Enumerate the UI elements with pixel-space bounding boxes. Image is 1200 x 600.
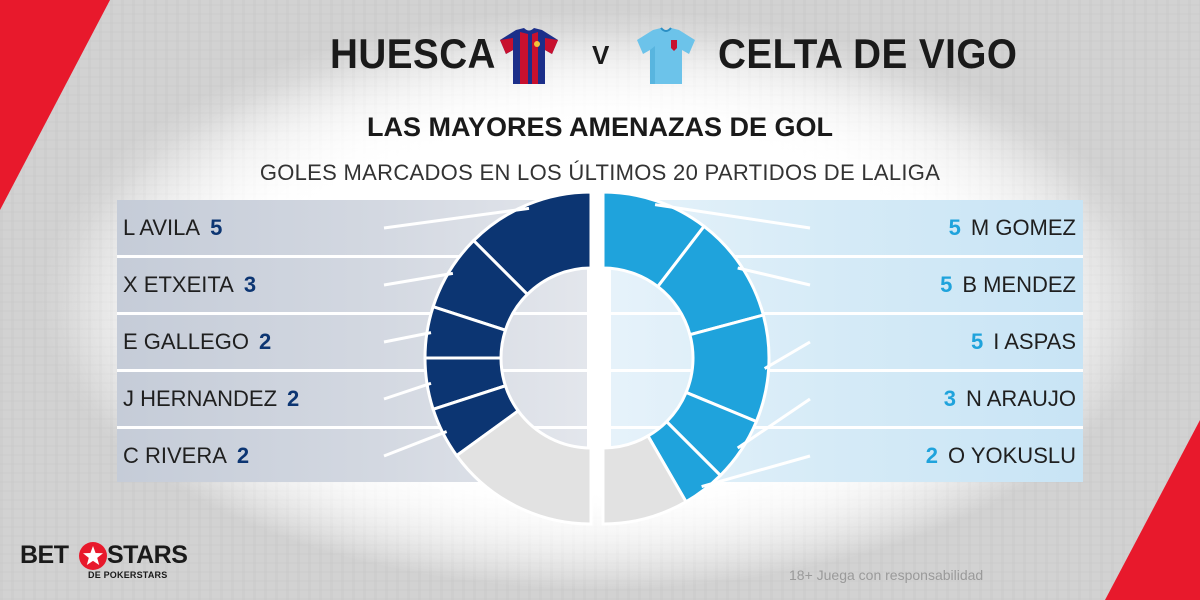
away-scorer-row: 5 M GOMEZ — [949, 214, 1076, 242]
away-scorer-name: O YOKUSLU — [948, 443, 1076, 468]
away-donut-remainder — [601, 433, 689, 526]
chart-title: LAS MAYORES AMENAZAS DE GOL — [366, 112, 834, 142]
home-leader-line — [383, 206, 530, 230]
away-scorer-row: 5 I ASPAS — [971, 328, 1076, 356]
away-leader-line — [736, 397, 811, 450]
home-scorer-name: J HERNANDEZ — [123, 386, 278, 411]
celta-shirt-icon — [637, 27, 695, 84]
away-scorer-name: M GOMEZ — [970, 215, 1076, 240]
red-corner-top-left — [0, 0, 110, 210]
home-scorer-row: C RIVERA 2 — [123, 442, 249, 470]
home-scorer-row: J HERNANDEZ 2 — [123, 385, 299, 413]
away-scorer-goals: 3 — [943, 386, 956, 411]
row-separator — [611, 312, 1083, 315]
row-separator — [117, 312, 587, 315]
row-separator — [611, 255, 1083, 258]
row-separator — [117, 369, 587, 372]
betstars-logo: BET STARS DE POKERSTARS — [20, 541, 210, 589]
home-scorer-goals: 5 — [210, 215, 223, 240]
away-scorer-row: 3 N ARAUJO — [944, 385, 1076, 413]
logo-subtitle: DE POKERSTARS — [88, 570, 168, 580]
responsible-gaming-disclaimer: 18+ Juega con responsabilidad — [789, 567, 984, 583]
away-team-name: CELTA DE VIGO — [718, 30, 1018, 77]
logo-stars-text: STARS — [107, 541, 188, 569]
away-leader-line — [701, 454, 811, 488]
home-leader-line — [383, 331, 432, 344]
home-scorer-goals: 2 — [258, 329, 272, 354]
star-icon — [79, 542, 107, 570]
home-donut-remainder — [454, 408, 593, 526]
away-scorer-name: I ASPAS — [993, 329, 1076, 354]
away-scorer-goals: 5 — [971, 329, 984, 354]
away-leader-line — [763, 340, 811, 370]
away-scorer-name: N ARAUJO — [965, 386, 1076, 411]
away-scorer-goals: 5 — [948, 215, 961, 240]
chart-subtitle: GOLES MARCADOS EN LOS ÚLTIMOS 20 PARTIDO… — [259, 160, 941, 185]
home-scorer-row: L AVILA 5 — [123, 214, 222, 242]
away-scorer-goals: 5 — [940, 272, 953, 297]
away-scorer-row: 2 O YOKUSLU — [926, 442, 1076, 470]
home-scorer-name: L AVILA — [123, 215, 201, 240]
away-scorer-row: 5 B MENDEZ — [940, 271, 1076, 299]
home-scorer-row: E GALLEGO 2 — [123, 328, 271, 356]
home-scorer-goals: 3 — [243, 272, 257, 297]
away-scorer-goals: 2 — [925, 443, 939, 468]
row-separator — [117, 255, 587, 258]
home-leader-line — [383, 430, 448, 458]
home-scorer-name: E GALLEGO — [123, 329, 249, 354]
home-scorer-name: C RIVERA — [123, 443, 227, 468]
home-scorer-goals: 2 — [287, 386, 300, 411]
versus-label: V — [592, 40, 610, 70]
row-separator — [611, 369, 1083, 372]
away-leader-line — [737, 266, 811, 287]
row-separator — [611, 426, 1083, 429]
huesca-shirt-icon — [500, 28, 558, 84]
home-scorer-row: X ETXEITA 3 — [123, 271, 256, 299]
home-leader-line — [383, 271, 454, 287]
row-separator — [117, 426, 587, 429]
home-leader-line — [383, 381, 432, 401]
away-leader-line — [654, 203, 811, 230]
red-corner-bottom-right — [1105, 420, 1200, 600]
home-scorer-goals: 2 — [236, 443, 250, 468]
home-scorer-name: X ETXEITA — [123, 272, 234, 297]
away-scorer-name: B MENDEZ — [962, 272, 1076, 297]
home-team-name: HUESCA — [330, 30, 496, 77]
logo-bet-text: BET — [20, 541, 69, 569]
